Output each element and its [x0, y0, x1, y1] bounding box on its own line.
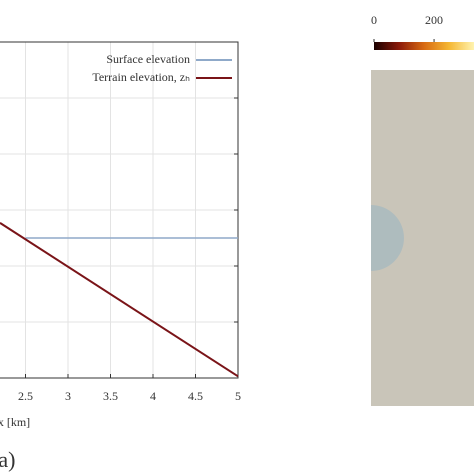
panel-label: (a)	[0, 447, 15, 472]
x-tick-label: 4.5	[188, 389, 203, 403]
x-tick-label: 3.5	[103, 389, 118, 403]
legend-label: Surface elevation	[106, 52, 190, 66]
x-tick-label: 2.5	[18, 389, 33, 403]
legend-label: Terrain elevation, zₕ	[92, 70, 190, 84]
plot-frame	[0, 41, 239, 379]
x-axis-label: x [km]	[0, 415, 30, 429]
dome	[371, 205, 404, 271]
colorbar-tick-label: 0	[371, 13, 377, 27]
x-tick-label: 4	[150, 389, 156, 403]
colorbar-tick-label: 200	[425, 13, 443, 27]
colorbar	[374, 42, 474, 50]
series-line	[0, 222, 239, 378]
x-tick-label: 3	[65, 389, 71, 403]
x-tick-label: 5	[235, 389, 241, 403]
